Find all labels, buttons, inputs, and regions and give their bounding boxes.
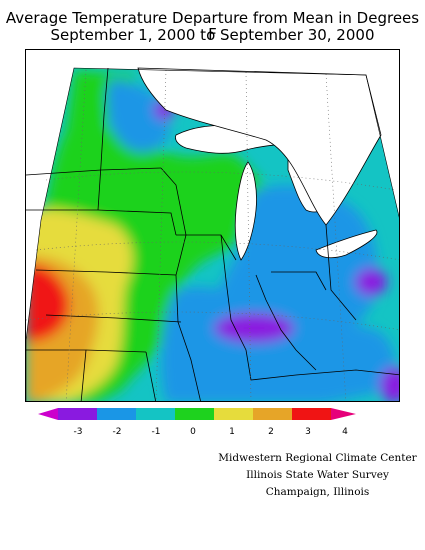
lake-erie	[315, 229, 378, 259]
color-legend: -3 -2 -1 0 1 2 3 4	[38, 408, 386, 438]
zone-minus3-to-minus2-southeast	[380, 367, 399, 401]
legend-label: -1	[152, 427, 161, 437]
legend-arrow-high	[331, 408, 356, 420]
credit-block: Midwestern Regional Climate Center Illin…	[210, 450, 425, 501]
state-boundaries	[26, 67, 399, 401]
credit-line-2: Illinois State Water Survey	[246, 469, 389, 481]
legend-swatch-1	[214, 408, 253, 420]
legend-label: -3	[74, 427, 83, 437]
zone-minus2-to-minus1-north	[106, 80, 170, 153]
legend-label: 2	[268, 427, 274, 437]
departure-field	[26, 68, 399, 401]
zone-3-to-4-southwest	[26, 264, 70, 342]
domain-outline	[26, 67, 399, 401]
legend-swatch-minus1	[136, 408, 175, 420]
zone-minus2-to-minus1-south	[160, 286, 396, 401]
graticule	[26, 69, 399, 401]
zone-minus3-to-minus2-east	[355, 268, 387, 296]
map-canvas	[26, 67, 399, 401]
zone-minus3-to-minus2-south	[214, 313, 294, 343]
lake-michigan	[234, 161, 257, 261]
legend-swatch-2	[253, 408, 292, 420]
legend-label: -2	[113, 427, 122, 437]
legend-canvas: -3 -2 -1 0 1 2 3 4	[38, 408, 356, 437]
map-title-line-2: September 1, 2000 to September 30, 2000	[50, 26, 375, 44]
legend-arrow-low	[38, 408, 58, 420]
legend-swatch-3	[292, 408, 331, 420]
legend-swatch-minus3	[58, 408, 97, 420]
legend-swatch-0	[175, 408, 214, 420]
legend-label: 4	[342, 427, 348, 437]
legend-label: 0	[190, 427, 196, 437]
legend-swatch-minus2	[97, 408, 136, 420]
credit-line-3: Champaign, Illinois	[265, 486, 370, 498]
legend-label: 1	[229, 427, 235, 437]
map-title-line-1: Average Temperature Departure from Mean …	[5, 9, 420, 43]
canada-white-area	[137, 67, 382, 226]
great-lakes	[137, 67, 382, 261]
temperature-departure-map	[25, 49, 400, 402]
legend-label: 3	[305, 427, 311, 437]
credit-line-1: Midwestern Regional Climate Center	[218, 452, 417, 464]
